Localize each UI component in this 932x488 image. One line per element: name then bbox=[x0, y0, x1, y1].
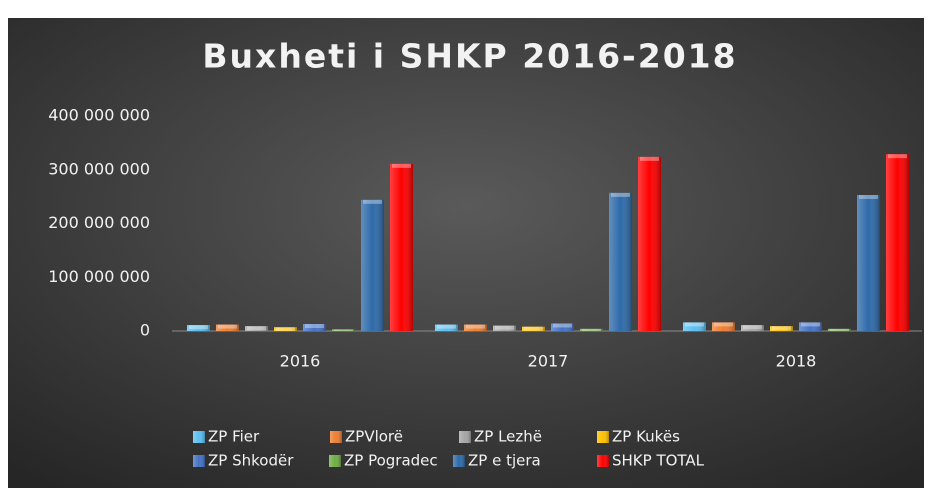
x-tick-label: 2016 bbox=[280, 352, 321, 371]
legend-swatch-shade bbox=[597, 431, 609, 443]
chart-title: Buxheti i SHKP 2016-2018 bbox=[202, 37, 737, 76]
legend-label: ZP Pogradec bbox=[344, 452, 438, 470]
bar-cap bbox=[524, 326, 543, 331]
y-tick-label: 200 000 000 bbox=[48, 213, 150, 232]
x-tick-label: 2018 bbox=[776, 352, 817, 371]
bar-cap bbox=[830, 328, 849, 331]
legend-swatch-shade bbox=[453, 455, 465, 467]
bar-cap bbox=[437, 324, 456, 329]
bar-cap bbox=[801, 322, 820, 327]
legend-label: SHKP TOTAL bbox=[612, 452, 705, 470]
y-tick-label: 100 000 000 bbox=[48, 267, 150, 286]
bar-cap bbox=[392, 163, 411, 168]
bar-cap bbox=[334, 329, 353, 331]
bar bbox=[857, 195, 880, 331]
legend-swatch-shade bbox=[193, 431, 205, 443]
legend-label: ZP Fier bbox=[208, 428, 260, 446]
legend-swatch-shade bbox=[330, 431, 342, 443]
bar-cap bbox=[714, 322, 733, 327]
bar bbox=[390, 163, 413, 331]
bar bbox=[609, 192, 632, 331]
legend-label: ZP Lezhë bbox=[474, 428, 542, 446]
legend-label: ZP e tjera bbox=[468, 452, 541, 470]
bar-cap bbox=[743, 325, 762, 330]
legend-swatch-shade bbox=[193, 455, 205, 467]
bar-cap bbox=[772, 326, 791, 331]
bar-cap bbox=[685, 322, 704, 327]
legend-swatch-shade bbox=[597, 455, 609, 467]
bar-cap bbox=[859, 195, 878, 200]
bar-cap bbox=[305, 324, 324, 329]
bar-cap bbox=[888, 154, 907, 159]
legend-label: ZP Kukës bbox=[612, 428, 680, 446]
bar bbox=[361, 199, 384, 331]
bar-cap bbox=[247, 326, 266, 331]
bar-cap bbox=[276, 327, 295, 331]
chart-background bbox=[8, 18, 924, 488]
y-tick-label: 300 000 000 bbox=[48, 159, 150, 178]
bar-cap bbox=[611, 192, 630, 197]
bar-cap bbox=[189, 325, 208, 330]
bar-cap bbox=[363, 199, 382, 204]
bar-cap bbox=[466, 324, 485, 329]
x-tick-label: 2017 bbox=[528, 352, 569, 371]
bar-cap bbox=[640, 156, 659, 161]
legend-swatch-shade bbox=[329, 455, 341, 467]
bar bbox=[886, 154, 909, 331]
bar-cap bbox=[495, 325, 514, 330]
legend-swatch-shade bbox=[459, 431, 471, 443]
bar-cap bbox=[582, 328, 601, 331]
y-tick-label: 0 bbox=[140, 321, 150, 340]
y-tick-label: 400 000 000 bbox=[48, 106, 150, 125]
legend-label: ZPVlorë bbox=[345, 428, 403, 446]
legend-label: ZP Shkodër bbox=[208, 452, 294, 470]
bar bbox=[638, 156, 661, 331]
bar-cap bbox=[553, 323, 572, 328]
bar-cap bbox=[218, 324, 237, 329]
